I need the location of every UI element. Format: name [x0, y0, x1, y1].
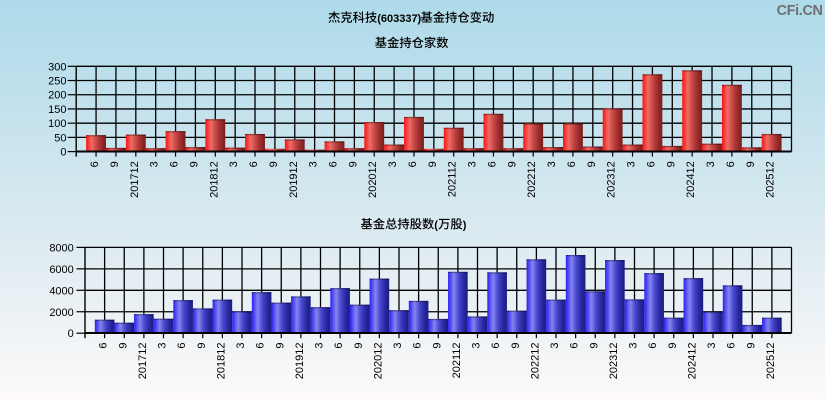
- svg-text:9: 9: [588, 343, 600, 349]
- svg-text:6: 6: [412, 343, 424, 349]
- svg-text:9: 9: [347, 161, 359, 167]
- svg-text:3: 3: [471, 343, 483, 349]
- svg-text:3: 3: [705, 161, 717, 167]
- svg-text:CFi.CN: CFi.CN: [777, 3, 823, 19]
- svg-text:3: 3: [626, 161, 638, 167]
- svg-text:): ): [463, 219, 467, 231]
- svg-text:100: 100: [48, 118, 66, 130]
- svg-text:6: 6: [176, 343, 188, 349]
- svg-text:3: 3: [149, 161, 161, 167]
- svg-text:3: 3: [308, 161, 320, 167]
- svg-text:201712: 201712: [137, 343, 149, 380]
- svg-text:0: 0: [68, 328, 74, 340]
- svg-text:202512: 202512: [765, 343, 777, 380]
- svg-text:(603337): (603337): [377, 13, 421, 25]
- svg-text:6: 6: [486, 161, 498, 167]
- svg-text:3: 3: [157, 343, 169, 349]
- svg-text:201912: 201912: [288, 161, 300, 198]
- svg-text:0: 0: [60, 147, 66, 159]
- svg-text:6: 6: [328, 161, 340, 167]
- svg-text:3: 3: [467, 161, 479, 167]
- svg-text:202312: 202312: [606, 161, 618, 198]
- svg-text:201812: 201812: [208, 161, 220, 198]
- svg-text:9: 9: [745, 161, 757, 167]
- svg-text:3: 3: [628, 343, 640, 349]
- svg-text:9: 9: [586, 161, 598, 167]
- svg-text:9: 9: [188, 161, 200, 167]
- svg-text:201712: 201712: [129, 161, 141, 198]
- svg-text:3: 3: [392, 343, 404, 349]
- svg-text:6000: 6000: [49, 264, 73, 276]
- svg-text:9: 9: [431, 343, 443, 349]
- svg-text:(: (: [434, 219, 438, 231]
- svg-text:202412: 202412: [685, 161, 697, 198]
- svg-text:2000: 2000: [49, 307, 73, 319]
- svg-text:202512: 202512: [765, 161, 777, 198]
- svg-text:9: 9: [196, 343, 208, 349]
- svg-text:201912: 201912: [294, 343, 306, 380]
- svg-text:9: 9: [665, 161, 677, 167]
- svg-text:3: 3: [546, 161, 558, 167]
- svg-text:6: 6: [169, 161, 181, 167]
- svg-text:9: 9: [745, 343, 757, 349]
- svg-text:3: 3: [314, 343, 326, 349]
- svg-text:4000: 4000: [49, 285, 73, 297]
- svg-text:6: 6: [645, 161, 657, 167]
- svg-text:3: 3: [228, 161, 240, 167]
- svg-text:9: 9: [510, 343, 522, 349]
- svg-text:6: 6: [569, 343, 581, 349]
- svg-text:3: 3: [549, 343, 561, 349]
- svg-text:6: 6: [255, 343, 267, 349]
- svg-text:202112: 202112: [447, 161, 459, 197]
- svg-text:6: 6: [490, 343, 502, 349]
- svg-text:50: 50: [54, 132, 66, 144]
- svg-text:6: 6: [248, 161, 260, 167]
- svg-text:201812: 201812: [215, 343, 227, 380]
- svg-text:200: 200: [48, 90, 66, 102]
- svg-text:8000: 8000: [49, 242, 73, 254]
- svg-text:9: 9: [117, 343, 129, 349]
- svg-text:6: 6: [725, 161, 737, 167]
- svg-text:202212: 202212: [529, 343, 541, 380]
- svg-text:6: 6: [98, 343, 110, 349]
- svg-text:300: 300: [48, 61, 66, 73]
- svg-text:6: 6: [89, 161, 101, 167]
- svg-text:9: 9: [109, 161, 121, 167]
- svg-text:6: 6: [726, 343, 738, 349]
- svg-text:9: 9: [506, 161, 518, 167]
- svg-text:150: 150: [48, 104, 66, 116]
- svg-text:6: 6: [647, 343, 659, 349]
- svg-text:9: 9: [427, 161, 439, 167]
- svg-text:202212: 202212: [526, 161, 538, 198]
- svg-text:9: 9: [353, 343, 365, 349]
- svg-text:202412: 202412: [686, 343, 698, 380]
- svg-text:3: 3: [706, 343, 718, 349]
- svg-text:9: 9: [667, 343, 679, 349]
- svg-text:9: 9: [268, 161, 280, 167]
- svg-text:202112: 202112: [451, 343, 463, 379]
- svg-text:202012: 202012: [367, 161, 379, 198]
- svg-text:250: 250: [48, 76, 66, 88]
- svg-text:6: 6: [333, 343, 345, 349]
- svg-text:3: 3: [235, 343, 247, 349]
- svg-text:6: 6: [407, 161, 419, 167]
- svg-text:202312: 202312: [608, 343, 620, 380]
- svg-text:6: 6: [566, 161, 578, 167]
- svg-text:202012: 202012: [372, 343, 384, 380]
- svg-text:9: 9: [274, 343, 286, 349]
- svg-text:3: 3: [387, 161, 399, 167]
